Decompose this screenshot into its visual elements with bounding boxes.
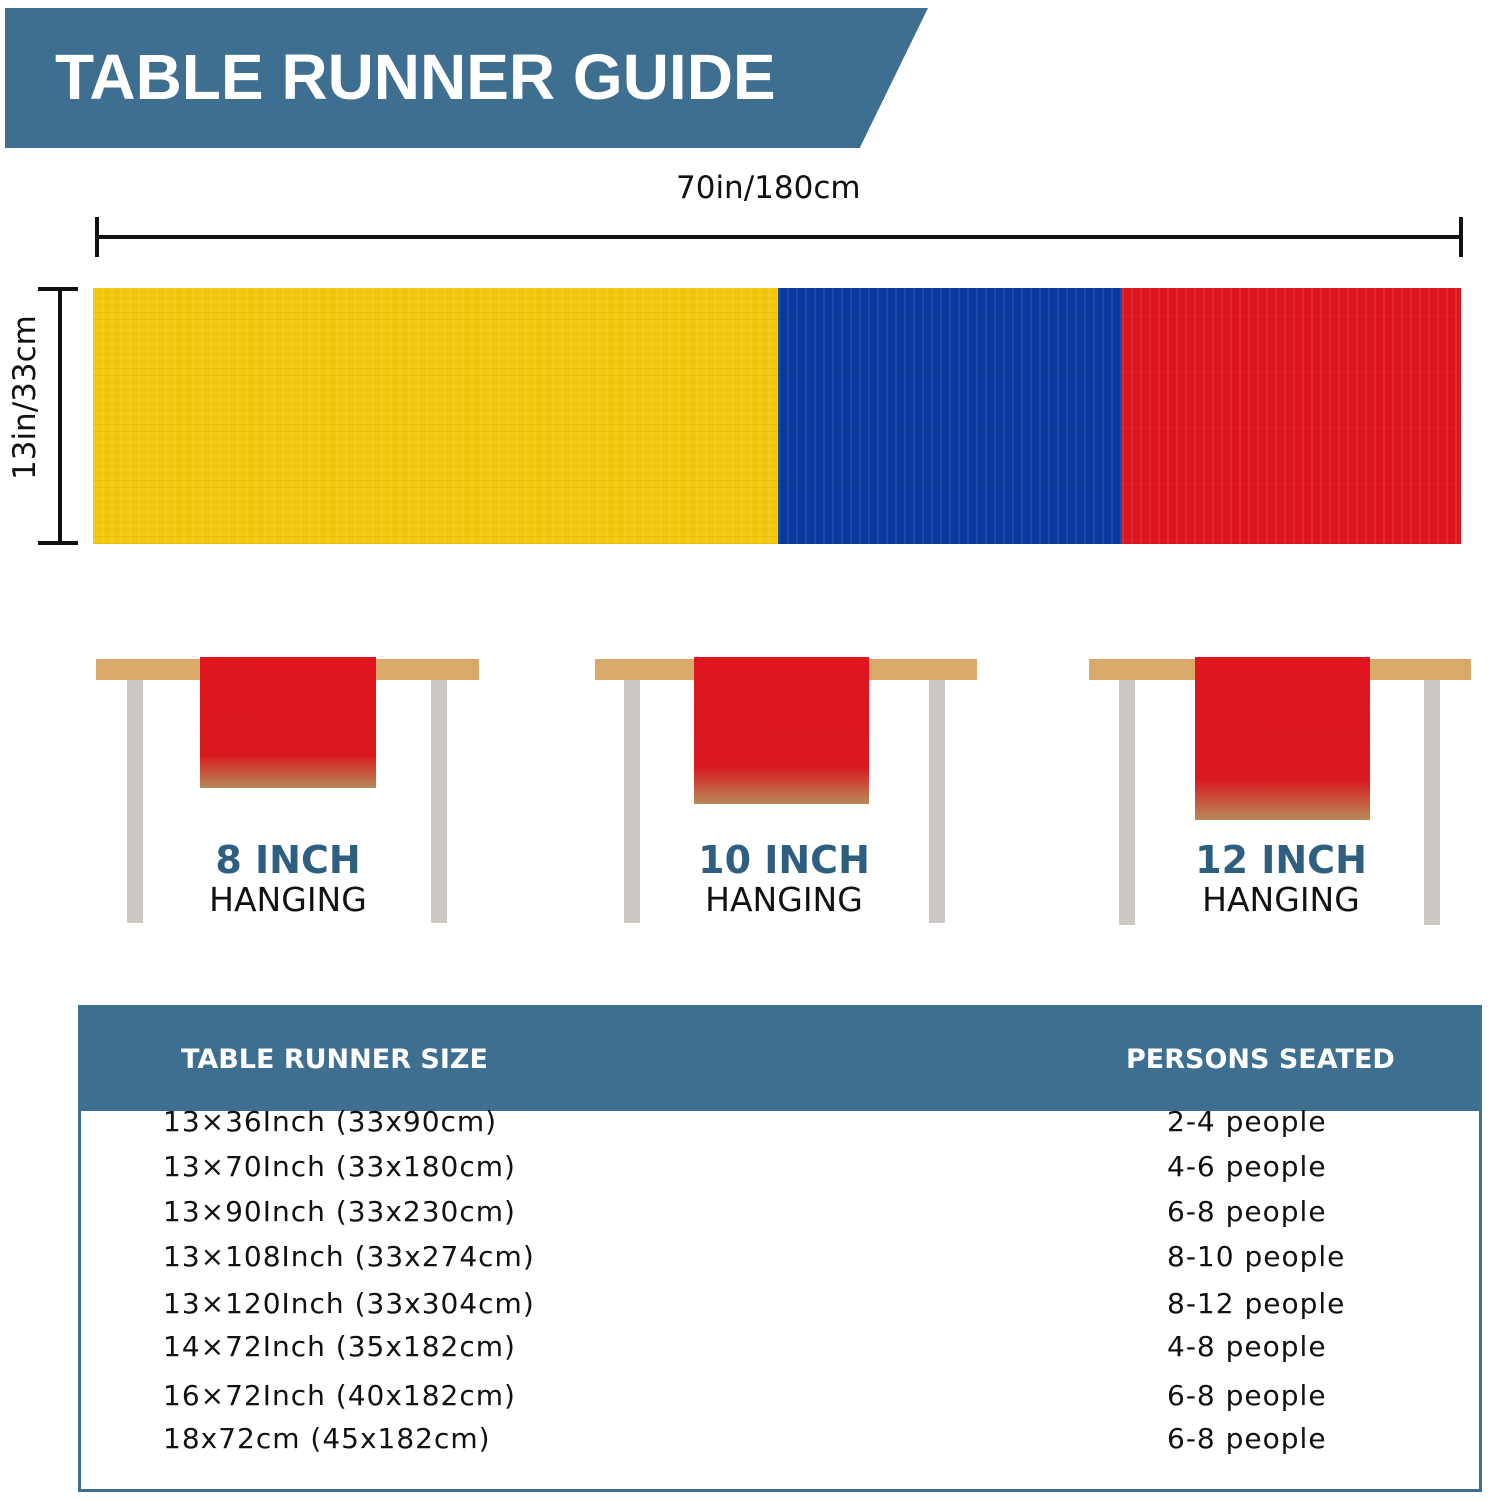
table-cell-size: 13×120Inch (33x304cm) xyxy=(163,1287,535,1320)
table-leg xyxy=(431,680,447,923)
width-dimension-tick-left xyxy=(95,217,99,257)
title-banner xyxy=(5,8,928,148)
table-leg xyxy=(929,680,945,923)
column-header-size: TABLE RUNNER SIZE xyxy=(181,1044,488,1075)
flag-stripe-red xyxy=(1122,288,1461,544)
table-cell-persons: 6-8 people xyxy=(1167,1422,1327,1455)
width-dimension-line xyxy=(97,235,1461,239)
height-dimension-tick-top xyxy=(38,287,78,291)
table-cell-size: 16×72Inch (40x182cm) xyxy=(163,1379,516,1412)
size-table: TABLE RUNNER SIZE PERSONS SEATED 13×36In… xyxy=(78,1005,1482,1492)
height-dimension-label: 13in/33cm xyxy=(7,315,43,480)
width-dimension-tick-right xyxy=(1459,217,1463,257)
table-cell-size: 13×90Inch (33x230cm) xyxy=(163,1195,516,1228)
table-leg xyxy=(1119,680,1135,925)
hanging-label: HANGING xyxy=(1202,880,1360,919)
column-header-persons: PERSONS SEATED xyxy=(1126,1044,1395,1075)
table-cell-size: 14×72Inch (35x182cm) xyxy=(163,1330,516,1363)
hanging-runner-8 xyxy=(200,657,376,788)
table-cell-persons: 8-12 people xyxy=(1167,1287,1346,1320)
table-leg xyxy=(1424,680,1440,925)
table-cell-persons: 6-8 people xyxy=(1167,1195,1327,1228)
hanging-size-label: 10 INCH xyxy=(698,838,870,882)
table-leg xyxy=(624,680,640,923)
height-dimension-tick-bottom xyxy=(38,541,78,545)
table-cell-persons: 4-8 people xyxy=(1167,1330,1327,1363)
width-dimension-label: 70in/180cm xyxy=(676,170,861,206)
table-leg xyxy=(127,680,143,923)
flag-stripe-yellow xyxy=(93,288,778,544)
table-cell-persons: 2-4 people xyxy=(1167,1105,1327,1138)
hanging-size-label: 8 INCH xyxy=(215,838,361,882)
table-cell-persons: 8-10 people xyxy=(1167,1240,1346,1273)
table-cell-size: 18x72cm (45x182cm) xyxy=(163,1422,491,1455)
hanging-label: HANGING xyxy=(705,880,863,919)
table-cell-persons: 6-8 people xyxy=(1167,1379,1327,1412)
table-cell-persons: 4-6 people xyxy=(1167,1150,1327,1183)
hanging-label: HANGING xyxy=(209,880,367,919)
flag-stripe-blue xyxy=(778,288,1122,544)
hanging-runner-10 xyxy=(694,657,869,804)
table-cell-size: 13×36Inch (33x90cm) xyxy=(163,1105,498,1138)
table-cell-size: 13×108Inch (33x274cm) xyxy=(163,1240,535,1273)
table-header: TABLE RUNNER SIZE PERSONS SEATED xyxy=(81,1008,1479,1111)
table-cell-size: 13×70Inch (33x180cm) xyxy=(163,1150,516,1183)
hanging-runner-12 xyxy=(1195,657,1370,820)
hanging-size-label: 12 INCH xyxy=(1195,838,1367,882)
page-title: TABLE RUNNER GUIDE xyxy=(55,41,776,113)
height-dimension-line xyxy=(58,289,62,543)
